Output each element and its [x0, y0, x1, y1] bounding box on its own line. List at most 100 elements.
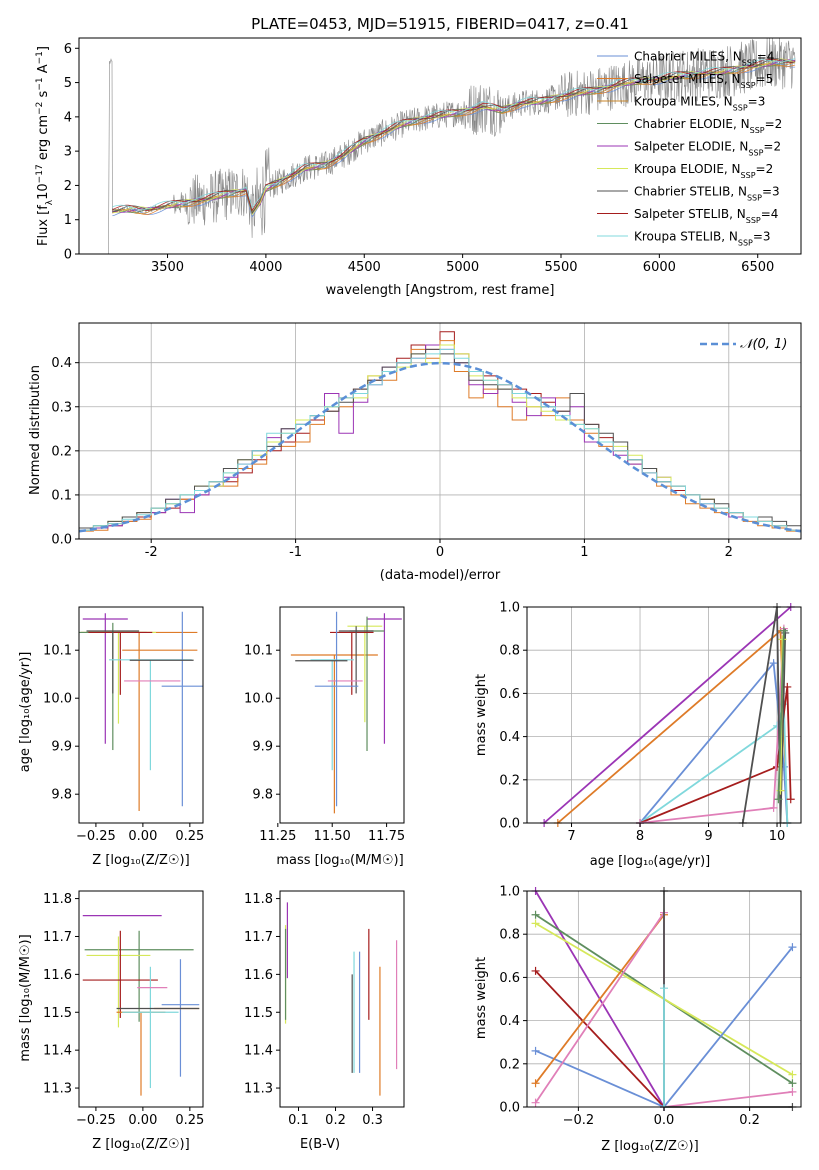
y-tick-label: 9.8 — [51, 788, 72, 803]
y-tick-label: 6 — [64, 42, 72, 57]
y-tick-label: 11.5 — [244, 1006, 273, 1021]
mass-vs-ebv-panel: 0.1 0.2 0.3 11.3 11.4 11.5 11.6 11.7 11.8 — [244, 890, 405, 1128]
weight-series-line — [534, 970, 665, 1108]
y-label-part: Flux [f — [36, 205, 51, 246]
x-tick-label: 7 — [567, 829, 575, 844]
age-z-y-label: age [log₁₀(age/yr)] — [18, 652, 33, 773]
y-tick-label: 10.1 — [244, 644, 273, 659]
y-tick-label: 0.2 — [499, 773, 520, 788]
y-tick-label: 0 — [64, 248, 72, 263]
model-spectrum-line — [112, 58, 796, 212]
weight-marker — [531, 1079, 540, 1088]
x-tick-label: 4000 — [249, 260, 282, 275]
y-tick-label: 11.6 — [244, 968, 273, 983]
weight-z-x-label: Z [log₁₀(Z/Z☉)] — [601, 1139, 698, 1154]
y-tick-label: 11.3 — [43, 1082, 72, 1097]
legend-entry: Kroupa ELODIE, NSSP=2 — [634, 162, 773, 180]
y-tick-label: 0.6 — [499, 687, 520, 702]
x-tick-label: 0.00 — [128, 1113, 157, 1128]
axes-frame — [78, 890, 204, 1108]
plot-area — [280, 891, 404, 1107]
y-label-part: ] — [36, 46, 51, 51]
y-tick-label: 11.4 — [43, 1044, 72, 1059]
histogram-series — [78, 348, 802, 539]
residuals-legend: 𝒩(0, 1) — [700, 337, 787, 352]
x-tick-label: 4500 — [348, 260, 381, 275]
y-tick-label: 0.3 — [51, 400, 72, 415]
model-spectrum-line — [112, 58, 796, 210]
y-tick-label: 1.0 — [499, 601, 520, 616]
axes-frame — [279, 890, 405, 1108]
x-tick-label: 6000 — [643, 260, 676, 275]
mass-ebv-x-label: E(B-V) — [300, 1137, 340, 1152]
spectrum-x-label: wavelength [Angstrom, rest frame] — [326, 283, 555, 298]
y-tick-label: 9.9 — [51, 740, 72, 755]
x-tick-label: 9 — [704, 829, 712, 844]
y-tick-label: 0.4 — [499, 1014, 520, 1029]
weight-marker — [786, 795, 795, 804]
x-tick-label: 5000 — [446, 260, 479, 275]
legend-entry: Salpeter MILES, NSSP=5 — [634, 72, 773, 90]
spectrum-legend: Chabrier MILES, NSSP=4 Salpeter MILES, NS… — [597, 50, 782, 248]
x-tick-label: 2 — [725, 545, 733, 560]
x-tick-label: 0 — [436, 545, 444, 560]
plot-area — [79, 607, 203, 823]
weight-marker — [788, 943, 797, 952]
y-tick-label: 0.0 — [499, 1101, 520, 1116]
x-tick-label: 3500 — [151, 260, 184, 275]
weight-age-x-label: age [log₁₀(age/yr)] — [590, 854, 711, 869]
observed-spectrum — [108, 38, 796, 254]
y-label-part: 10 — [36, 183, 51, 200]
y-label-part: A — [36, 64, 51, 77]
weight-vs-metallicity-panel: −0.2 0.0 0.2 0.0 0.2 0.4 0.6 0.8 1.0 — [499, 885, 802, 1128]
axes-frame — [78, 37, 802, 255]
mass-vs-metallicity-panel: −0.25 0.00 0.25 11.3 11.4 11.5 11.6 11.7 11.8 — [43, 890, 204, 1128]
y-tick-label: 11.5 — [43, 1006, 72, 1021]
weight-series-line — [543, 606, 792, 824]
residual-histogram-panel: -2 -1 0 1 2 0.0 0.1 0.2 0.3 0.4 (data-model)/erro… — [28, 322, 802, 583]
y-label-part: −17 — [35, 164, 45, 183]
weight-z-y-label: mass weight — [474, 957, 489, 1039]
plot-area — [527, 607, 801, 823]
weight-series-line — [741, 606, 787, 824]
x-tick-label: 0.0 — [654, 1113, 675, 1128]
x-tick-label: 10 — [769, 829, 786, 844]
y-tick-label: 11.7 — [43, 930, 72, 945]
x-tick-label: 0.3 — [362, 1113, 383, 1128]
weight-marker — [531, 919, 540, 928]
axes-frame — [526, 606, 802, 824]
y-tick-label: 10.0 — [244, 692, 273, 707]
x-tick-label: 11.75 — [368, 829, 405, 844]
mass-z-y-label: mass [log₁₀(M/M☉)] — [18, 934, 33, 1061]
weight-age-y-label: mass weight — [474, 674, 489, 756]
y-label-part: λ — [45, 199, 55, 205]
y-tick-label: 0.4 — [499, 730, 520, 745]
x-tick-label: 5500 — [544, 260, 577, 275]
y-tick-label: 5 — [64, 76, 72, 91]
x-tick-label: -2 — [145, 545, 158, 560]
age-vs-metallicity-panel: −0.25 0.00 0.25 9.8 9.9 10.0 10.1 — [43, 606, 204, 844]
y-tick-label: 3 — [64, 145, 72, 160]
legend-entry: Kroupa STELIB, NSSP=3 — [634, 230, 771, 248]
x-tick-label: 0.00 — [128, 829, 157, 844]
x-tick-label: 8 — [636, 829, 644, 844]
axes-frame — [78, 606, 204, 824]
x-tick-label: −0.2 — [563, 1113, 595, 1128]
age-mass-x-label: mass [log₁₀(M/M☉)] — [276, 853, 403, 868]
spectrum-panel: PLATE=0453, MJD=51915, FIBERID=0417, z=0… — [35, 15, 802, 298]
legend-entry: Chabrier STELIB, NSSP=3 — [634, 185, 780, 203]
figure-title: PLATE=0453, MJD=51915, FIBERID=0417, z=0… — [251, 15, 629, 33]
age-z-x-label: Z [log₁₀(Z/Z☉)] — [92, 853, 189, 868]
y-tick-label: 0.4 — [51, 356, 72, 371]
mass-z-x-label: Z [log₁₀(Z/Z☉)] — [92, 1137, 189, 1152]
y-tick-label: 11.3 — [244, 1082, 273, 1097]
x-tick-label: 0.1 — [288, 1113, 309, 1128]
y-tick-label: 0.1 — [51, 488, 72, 503]
y-tick-label: 11.8 — [43, 892, 72, 907]
x-tick-label: 0.25 — [175, 829, 204, 844]
x-tick-label: -1 — [289, 545, 302, 560]
x-tick-label: 0.25 — [175, 1113, 204, 1128]
y-tick-label: 11.4 — [244, 1044, 273, 1059]
spectrum-y-label: Flux [fλ10−17 erg cm−2 s−1 A−1] — [35, 46, 55, 246]
